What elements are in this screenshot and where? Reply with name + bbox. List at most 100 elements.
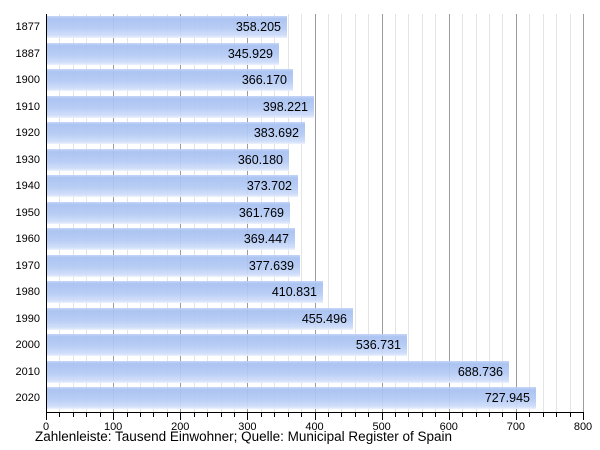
x-axis-tick-label: 400 — [305, 421, 324, 433]
bar-value-label: 377.639 — [248, 259, 294, 273]
x-axis-minor-tick — [354, 413, 356, 417]
x-axis-tick-label: 600 — [439, 421, 458, 433]
year-label: 2000 — [15, 339, 40, 351]
bar-value-label: 727.945 — [484, 391, 530, 405]
bar-value-label: 398.221 — [262, 100, 308, 114]
x-axis-minor-tick — [529, 413, 531, 417]
gridline-major — [583, 14, 584, 412]
bar — [47, 228, 295, 250]
bar-value-label: 366.170 — [241, 73, 287, 87]
x-axis-minor-tick — [207, 413, 209, 417]
x-axis-minor-tick — [193, 413, 195, 417]
year-label: 1877 — [15, 21, 40, 33]
gridline-minor — [327, 14, 329, 412]
x-axis-minor-tick — [542, 413, 544, 417]
x-axis-major-tick — [314, 413, 316, 420]
x-axis-tick-label: 0 — [42, 421, 50, 433]
x-axis-minor-tick — [327, 413, 329, 417]
x-axis-minor-tick — [475, 413, 477, 417]
year-label: 1920 — [15, 127, 40, 139]
bar-value-label: 345.929 — [227, 47, 273, 61]
gridline-minor — [475, 14, 477, 412]
year-label: 1910 — [15, 101, 40, 113]
chart-caption: Zahlenleiste: Tausend Einwohner; Quelle:… — [35, 429, 452, 444]
x-axis-major-tick — [113, 413, 115, 420]
gridline-minor — [395, 14, 397, 412]
x-axis-minor-tick — [301, 413, 303, 417]
bar-value-label: 410.831 — [271, 285, 317, 299]
x-axis-minor-tick — [220, 413, 222, 417]
x-axis-minor-tick — [274, 413, 276, 417]
gridline-major — [314, 14, 316, 412]
gridline-minor — [542, 14, 544, 412]
gridline-minor — [368, 14, 370, 412]
x-axis-minor-tick — [99, 413, 101, 417]
year-label: 1950 — [15, 207, 40, 219]
x-axis-minor-tick — [502, 413, 504, 417]
year-label: 1970 — [15, 260, 40, 272]
x-axis-tick-label: 700 — [506, 421, 526, 433]
x-axis-minor-tick — [72, 413, 74, 417]
bar — [47, 334, 407, 356]
x-axis-major-tick — [515, 413, 517, 420]
bar — [47, 202, 290, 224]
year-label: 2010 — [15, 366, 40, 378]
x-axis-tick-label: 800 — [573, 421, 593, 433]
bar — [47, 175, 298, 197]
bar-value-label: 369.447 — [243, 232, 289, 246]
gridline-minor — [529, 14, 531, 412]
x-axis-minor-tick — [153, 413, 155, 417]
year-label: 1960 — [15, 233, 40, 245]
x-axis-minor-tick — [368, 413, 370, 417]
x-axis-major-tick — [381, 413, 383, 420]
x-axis-major-tick — [448, 413, 450, 420]
bar — [47, 122, 305, 144]
bar-value-label: 361.769 — [238, 206, 284, 220]
x-axis-line — [46, 412, 584, 413]
gridline-major — [515, 14, 517, 412]
gridline-minor — [502, 14, 504, 412]
bar — [47, 281, 323, 303]
bar-value-label: 688.736 — [457, 365, 503, 379]
year-label: 1887 — [15, 48, 40, 60]
bar-value-label: 536.731 — [355, 338, 401, 352]
y-axis-line — [46, 14, 47, 412]
gridline-minor — [489, 14, 491, 412]
x-axis-tick-label: 200 — [171, 421, 190, 433]
year-label: 1990 — [15, 313, 40, 325]
x-axis-minor-tick — [489, 413, 491, 417]
x-axis-minor-tick — [569, 413, 571, 417]
gridline-minor — [556, 14, 558, 412]
bar — [47, 387, 536, 409]
x-axis-minor-tick — [86, 413, 88, 417]
x-axis-minor-tick — [233, 413, 235, 417]
bar-value-label: 455.496 — [301, 312, 347, 326]
x-axis-minor-tick — [421, 413, 423, 417]
x-axis-minor-tick — [59, 413, 61, 417]
year-label: 2020 — [15, 392, 40, 404]
bar — [47, 16, 287, 38]
bar — [47, 43, 279, 65]
gridline-major — [381, 14, 383, 412]
gridline-minor — [354, 14, 356, 412]
x-axis-tick-label: 300 — [238, 421, 257, 433]
x-axis-major-tick — [180, 413, 182, 420]
year-label: 1980 — [15, 286, 40, 298]
bar — [47, 308, 353, 330]
gridline-minor — [408, 14, 410, 412]
plot-area: 1877 358.205 1887 345.929 1900 366.170 1910 398… — [16, 14, 592, 433]
gridline-minor — [462, 14, 464, 412]
year-label: 1940 — [15, 180, 40, 192]
x-axis-minor-tick — [126, 413, 128, 417]
x-axis-minor-tick — [408, 413, 410, 417]
bar-value-label: 360.180 — [237, 153, 283, 167]
x-axis-minor-tick — [139, 413, 141, 417]
bar — [47, 255, 300, 277]
x-axis-major-tick — [583, 413, 584, 420]
bar-value-label: 383.692 — [253, 126, 299, 140]
gridline-minor — [435, 14, 437, 412]
x-axis-minor-tick — [462, 413, 464, 417]
gridline-minor — [569, 14, 571, 412]
gridline-minor — [301, 14, 303, 412]
